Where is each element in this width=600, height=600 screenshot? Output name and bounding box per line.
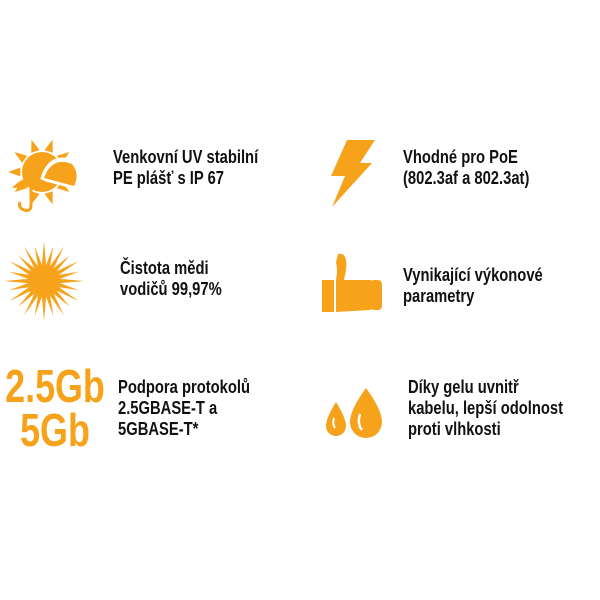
- text-line: proti vlhkosti: [408, 419, 501, 439]
- sun-ray: [8, 167, 21, 177]
- sun-ray: [14, 152, 28, 163]
- text-line: Díky gelu uvnitř: [408, 377, 519, 397]
- feature-text: Díky gelu uvnitř kabelu, lepší odolnost …: [408, 377, 563, 440]
- text-line: Venkovní UV stabilní: [113, 147, 259, 167]
- text-line: 2.5GBASE-T a: [118, 398, 218, 418]
- icon-line: 5Gb: [20, 404, 90, 456]
- text-line: parametry: [403, 286, 475, 306]
- sun-ray: [31, 139, 40, 153]
- text-line: Vynikající výkonové: [403, 265, 543, 285]
- text-line: PE plášť s IP 67: [113, 168, 225, 188]
- feature-text: Vhodné pro PoE (802.3af a 802.3at): [403, 147, 529, 189]
- text-line: Vhodné pro PoE: [403, 147, 518, 167]
- sun-ray: [44, 139, 53, 153]
- feature-text: Čistota mědi vodičů 99,97%: [120, 258, 222, 300]
- sun-ray: [44, 191, 53, 205]
- feature-text: Venkovní UV stabilní PE plášť s IP 67: [113, 147, 258, 189]
- thumb-icon: [322, 253, 382, 312]
- sun-umbrella-icon: [8, 139, 81, 212]
- icon-line: 2.5Gb: [5, 360, 105, 412]
- text-line: Podpora protokolů: [118, 377, 251, 397]
- text-line: vodičů 99,97%: [120, 279, 222, 299]
- feature-text: Vynikající výkonové parametry: [403, 265, 543, 307]
- text-line: kabelu, lepší odolnost: [408, 398, 564, 418]
- text-line: 5GBASE-T*: [118, 419, 199, 439]
- feature-text: Podpora protokolů 2.5GBASE-T a 5GBASE-T*: [118, 377, 250, 440]
- sun-ray: [31, 191, 40, 205]
- lightning-icon: [331, 140, 375, 207]
- text-line: Čistota mědi: [120, 258, 209, 278]
- speed-icon-text: 2.5Gb 5Gb: [0, 360, 109, 456]
- text-line: (802.3af a 802.3at): [403, 168, 530, 188]
- starburst-icon: [4, 241, 84, 321]
- drops-icon: [326, 388, 382, 438]
